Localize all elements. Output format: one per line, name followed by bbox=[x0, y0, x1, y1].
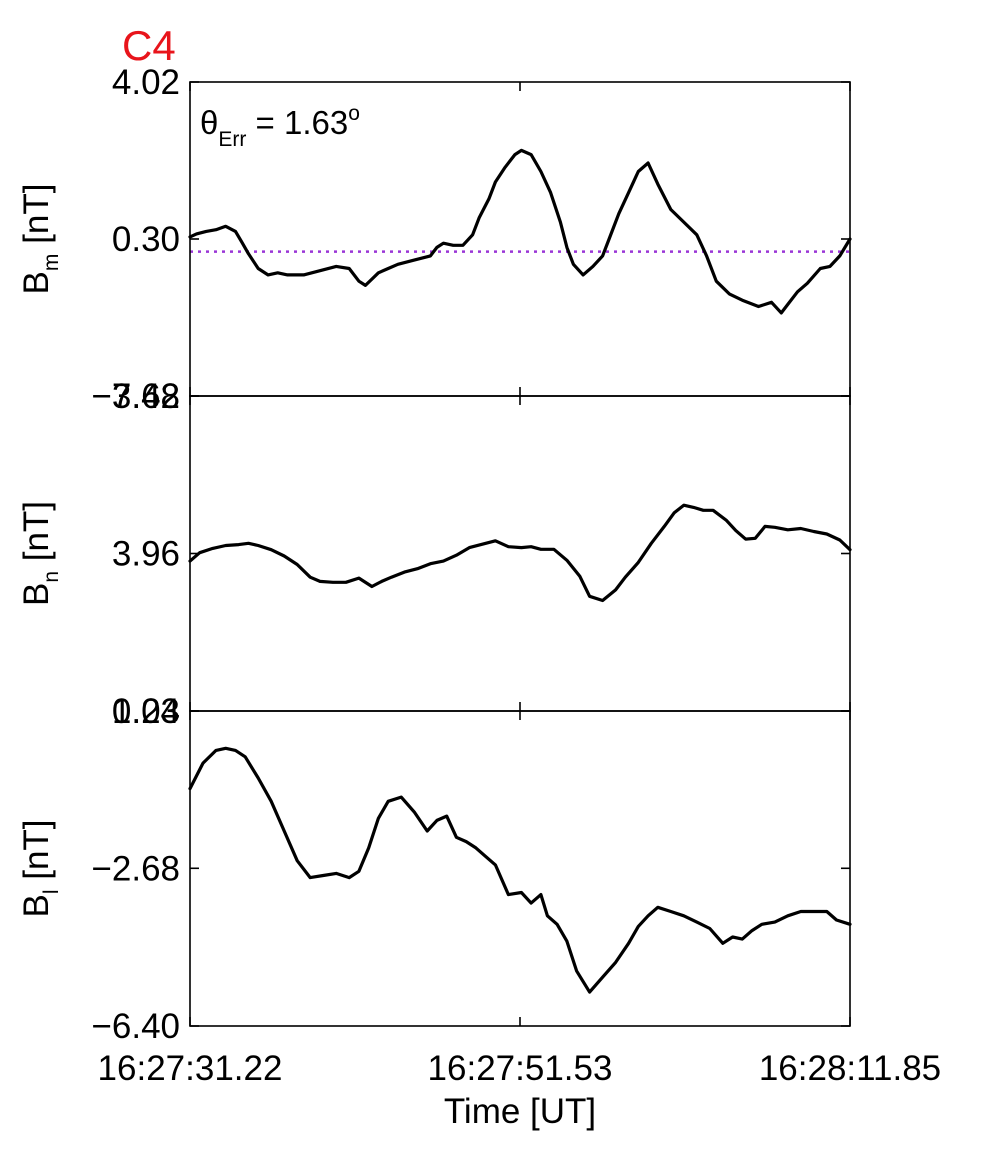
x-axis-title: Time [UT] bbox=[444, 1092, 596, 1131]
y-axis-label-sub: l bbox=[40, 890, 63, 895]
y-axis-label-sub: n bbox=[40, 571, 63, 583]
panel-bl: 1.03 −2.68 −6.40 Bl [nT] bbox=[17, 692, 852, 1046]
theta-degree-mark: o bbox=[348, 102, 360, 125]
panel-bn: 7.68 3.96 0.24 Bn [nT] bbox=[17, 377, 852, 731]
theta-error-annotation: θErr = 1.63o bbox=[200, 102, 360, 151]
y-axis-label-unit: [nT] bbox=[17, 501, 56, 571]
y-tick-label: 0.24 bbox=[112, 692, 180, 731]
y-axis-label-sub: m bbox=[40, 254, 63, 272]
y-tick-label: 3.96 bbox=[112, 535, 180, 574]
y-axis-label-main: B bbox=[17, 894, 56, 917]
x-tick-label: 16:27:31.22 bbox=[98, 1049, 283, 1088]
theta-value: = 1.63 bbox=[246, 104, 348, 141]
y-tick-label: 1.03 bbox=[112, 692, 180, 731]
y-tick-label: −3.42 bbox=[91, 377, 180, 416]
plot-frame bbox=[189, 710, 851, 1027]
x-tick-label: 16:28:11.85 bbox=[759, 1049, 941, 1088]
y-axis-label-unit: [nT] bbox=[17, 184, 56, 254]
plot-frame bbox=[189, 395, 851, 712]
y-axis-label-main: B bbox=[17, 271, 56, 294]
panel-bm: 4.02 0.30 −3.42 Bm [nT] bbox=[17, 63, 852, 416]
theta-subscript: Err bbox=[218, 128, 246, 151]
y-axis-label-unit: [nT] bbox=[17, 819, 56, 889]
y-tick-label: −2.68 bbox=[91, 849, 180, 888]
y-tick-label: 4.02 bbox=[112, 63, 180, 102]
panel-label: C4 bbox=[122, 22, 176, 69]
series-line-bl bbox=[188, 746, 852, 994]
y-axis-label-main: B bbox=[17, 583, 56, 606]
y-axis-label: Bm [nT] bbox=[17, 184, 63, 295]
y-tick-label: −6.40 bbox=[91, 1007, 180, 1046]
y-tick-label: 0.30 bbox=[112, 220, 180, 259]
y-tick-label: 7.68 bbox=[112, 377, 180, 416]
series-line-bm bbox=[188, 148, 852, 315]
y-axis-label: Bl [nT] bbox=[17, 819, 63, 917]
x-tick-label: 16:27:51.53 bbox=[428, 1049, 613, 1088]
series-line-bn bbox=[188, 503, 852, 603]
y-axis-label: Bn [nT] bbox=[17, 501, 63, 606]
theta-symbol: θ bbox=[200, 104, 218, 141]
